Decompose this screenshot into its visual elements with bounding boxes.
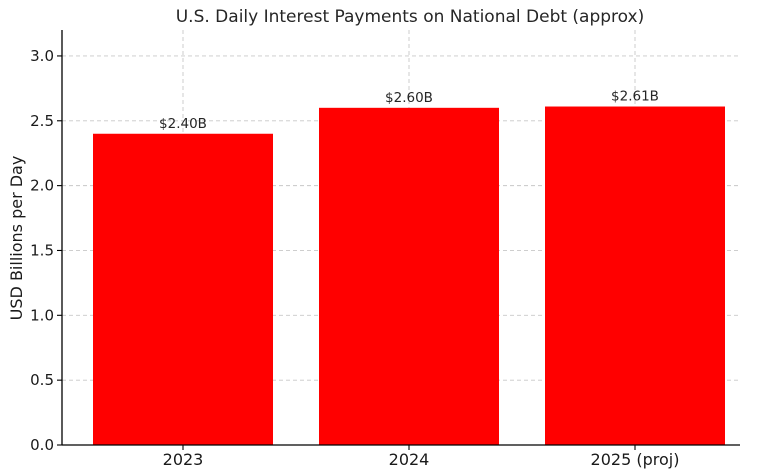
bars [93,106,725,445]
x-tick-label: 2023 [163,450,204,469]
bar-value-label: $2.40B [159,116,207,132]
x-tick-label: 2024 [389,450,430,469]
y-tick-label: 1.5 [30,241,54,259]
x-tick-label: 2025 (proj) [591,450,680,469]
bar [319,107,499,445]
y-tick-label: 1.0 [30,306,54,324]
chart-title: U.S. Daily Interest Payments on National… [176,7,645,27]
y-axis-label: USD Billions per Day [7,156,26,321]
y-tick-label: 3.0 [30,47,54,65]
bar [93,133,273,445]
data-labels: $2.40B $2.60B $2.61B [159,89,659,132]
y-tick-label: 0.0 [30,436,54,454]
x-axis: 2023 2024 2025 (proj) [62,444,740,469]
bar-value-label: $2.61B [611,89,659,105]
y-tick-label: 2.0 [30,177,54,195]
bar [545,106,725,445]
y-axis: 0.0 0.5 1.0 1.5 2.0 2.5 3.0 [30,30,63,454]
bar-value-label: $2.60B [385,90,433,106]
y-tick-label: 0.5 [30,371,54,389]
y-tick-label: 2.5 [30,112,54,130]
